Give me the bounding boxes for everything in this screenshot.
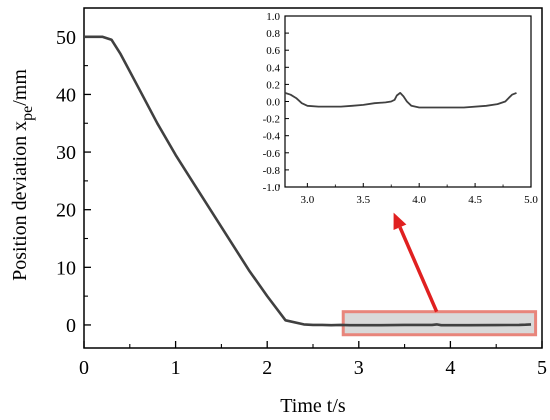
inset-y-tick-label: -1.0: [263, 182, 281, 194]
inset-y-tick-label: -0.6: [263, 148, 281, 160]
x-tick-label: 4: [445, 357, 455, 379]
y-tick-label: 30: [56, 142, 76, 164]
inset-y-tick-label: -0.4: [263, 131, 281, 143]
x-tick-label: 0: [79, 357, 89, 379]
inset-x-tick-label: 4.0: [412, 194, 426, 206]
inset-axes: 3.0 3.5 4.0 4.5 5.0 1.0 0.8 0.6 0.4 0.2 0.0 -0.2 -0.…: [263, 11, 539, 206]
x-axis-title: Time t/s: [280, 395, 346, 417]
x-tick-label: 1: [171, 357, 181, 379]
inset-y-tick-label: 0.0: [266, 97, 280, 109]
x-tick-label: 2: [262, 357, 272, 379]
inset-plot-area: [284, 92, 517, 109]
inset-x-tick-label: 4.5: [468, 194, 482, 206]
x-tick-label: 5: [537, 357, 547, 379]
inset-y-tick-label: 0.8: [266, 28, 280, 40]
inset-x-tick-label: 5.0: [524, 194, 538, 206]
inset-x-tick-label: 3.5: [356, 194, 370, 206]
y-tick-label: 0: [66, 315, 76, 337]
inset-y-tick-label: 1.0: [266, 11, 280, 23]
inset-y-tick-label: -0.8: [263, 165, 281, 177]
series-line: [84, 35, 532, 327]
zoom-arrow-shaft: [398, 226, 439, 313]
inset-y-tick-label: 0.2: [266, 79, 280, 91]
y-tick-label: 20: [56, 200, 76, 222]
y-axis-title-prefix: Position deviation x: [9, 121, 31, 281]
zoom-highlight-box: [341, 310, 538, 337]
y-axis-title: Position deviation xpe/mm: [9, 69, 36, 281]
y-tick-label: 10: [56, 257, 76, 279]
y-tick-label: 50: [56, 27, 76, 49]
zoom-arrow-head: [393, 212, 407, 231]
x-tick-label: 3: [354, 357, 364, 379]
inset-y-tick-label: 0.4: [266, 62, 280, 74]
inset-y-tick-label: -0.2: [263, 114, 280, 126]
inset-series-line: [284, 92, 517, 109]
y-tick-label: 40: [56, 84, 76, 106]
y-axis-title-subscript: pe: [19, 106, 36, 121]
y-axis-title-suffix: /mm: [9, 69, 31, 106]
inset-y-tick-label: 0.6: [266, 45, 280, 57]
inset-x-tick-label: 3.0: [300, 194, 314, 206]
main-plot-area: [84, 35, 538, 337]
